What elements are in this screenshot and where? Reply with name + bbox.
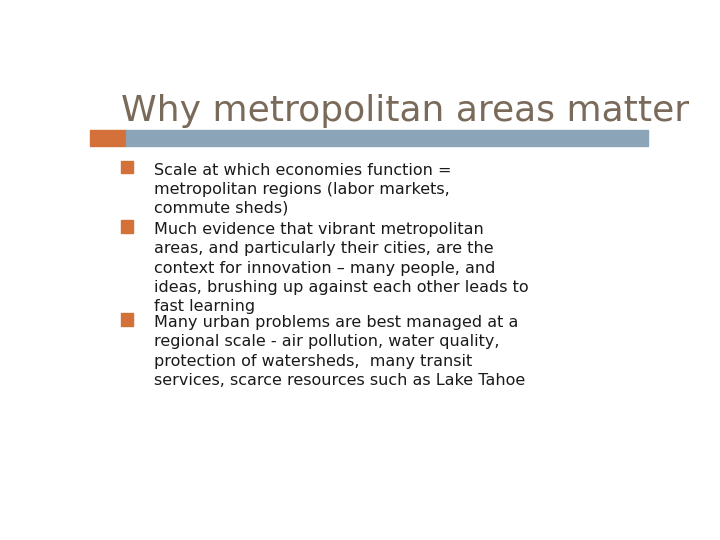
Text: Much evidence that vibrant metropolitan
areas, and particularly their cities, ar: Much evidence that vibrant metropolitan … <box>154 222 528 314</box>
Text: Scale at which economies function =
metropolitan regions (labor markets,
commute: Scale at which economies function = metr… <box>154 163 451 216</box>
Text: Why metropolitan areas matter: Why metropolitan areas matter <box>121 94 689 128</box>
Bar <box>90 130 126 146</box>
Bar <box>126 130 648 146</box>
Bar <box>121 220 133 233</box>
Bar <box>121 160 133 173</box>
Bar <box>121 313 133 326</box>
Text: Many urban problems are best managed at a
regional scale - air pollution, water : Many urban problems are best managed at … <box>154 315 526 388</box>
